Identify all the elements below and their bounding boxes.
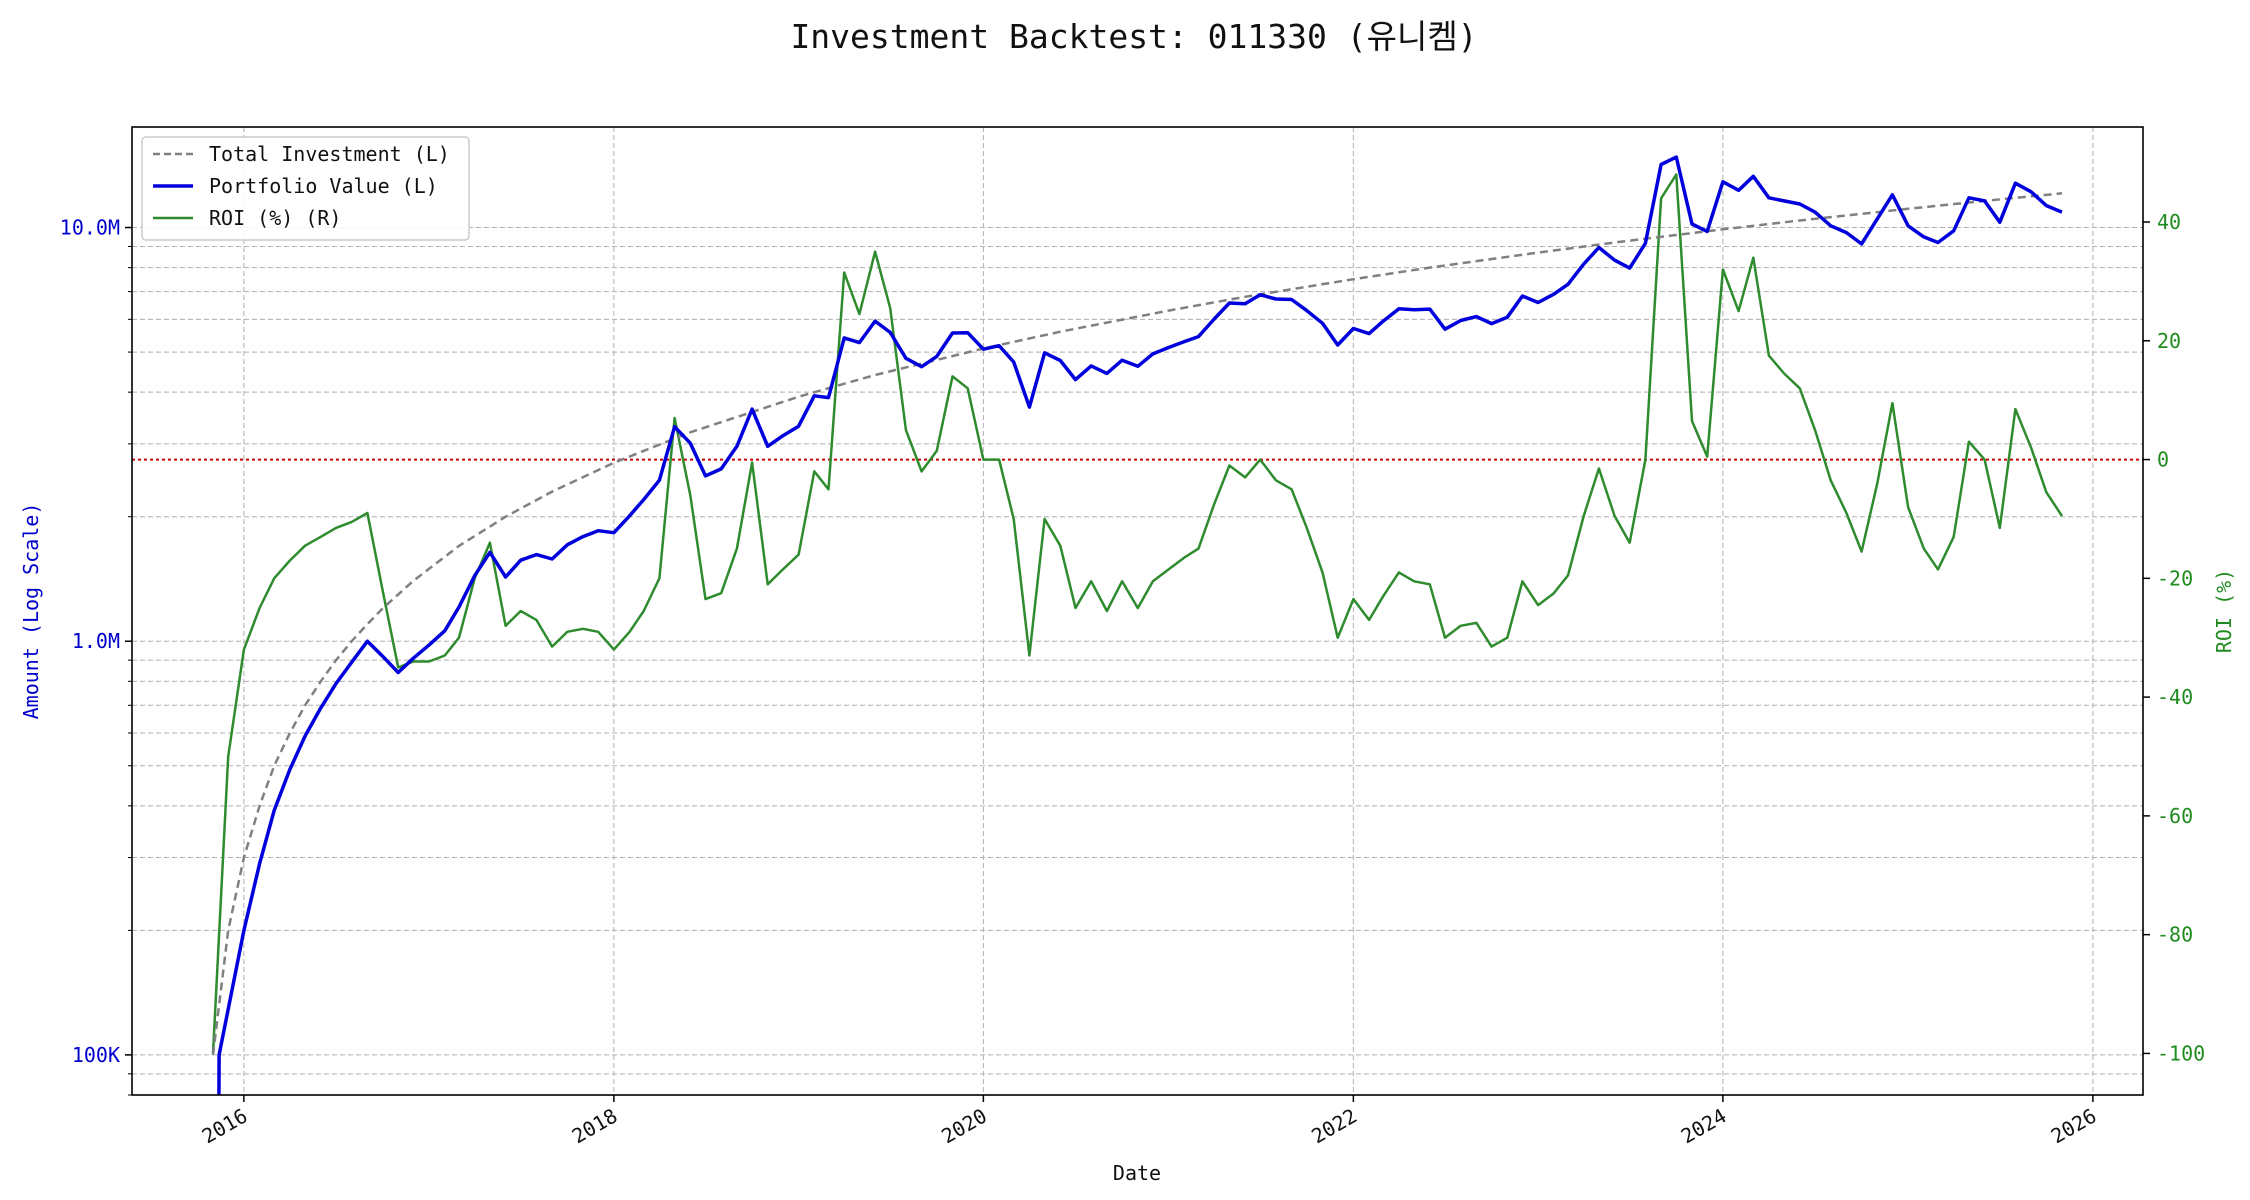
right-tick-label: -40	[2157, 685, 2193, 709]
right-tick-label: -100	[2157, 1041, 2205, 1065]
right-axis-label: ROI (%)	[2212, 569, 2236, 653]
right-tick-label: 0	[2157, 448, 2169, 472]
right-tick-label: 20	[2157, 329, 2181, 353]
right-tick-label: 40	[2157, 210, 2181, 234]
legend-label-total-investment: Total Investment (L)	[209, 142, 450, 166]
left-tick-label: 1.0M	[72, 629, 120, 653]
grid	[132, 127, 2143, 1096]
legend-label-portfolio-value: Portfolio Value (L)	[209, 174, 438, 198]
left-axis-label: Amount (Log Scale)	[19, 503, 43, 720]
legend-label-roi: ROI (%) (R)	[209, 206, 341, 230]
legend: Total Investment (L) Portfolio Value (L)…	[141, 136, 470, 241]
series-layer	[211, 155, 2064, 1095]
total-investment-line	[211, 192, 2063, 1056]
legend-box	[141, 136, 470, 241]
plot-frame	[131, 126, 2144, 1096]
left-tick-label: 100K	[72, 1043, 120, 1067]
roi-line	[211, 173, 2064, 1054]
left-tick-label: 10.0M	[60, 216, 120, 240]
chart-title: Investment Backtest: 011330 (유니켐)	[790, 17, 1477, 56]
x-axis-label: Date	[1113, 1161, 1161, 1185]
right-tick-label: -20	[2157, 566, 2193, 590]
right-tick-label: -80	[2157, 923, 2193, 947]
left-axis-ticks: 100K 1.0M 10.0M	[60, 216, 132, 1096]
right-tick-label: -60	[2157, 804, 2193, 828]
right-axis-ticks: -100 -80 -60 -40 -20 0 20 40	[2143, 210, 2205, 1065]
portfolio-value-line	[217, 155, 2063, 1095]
